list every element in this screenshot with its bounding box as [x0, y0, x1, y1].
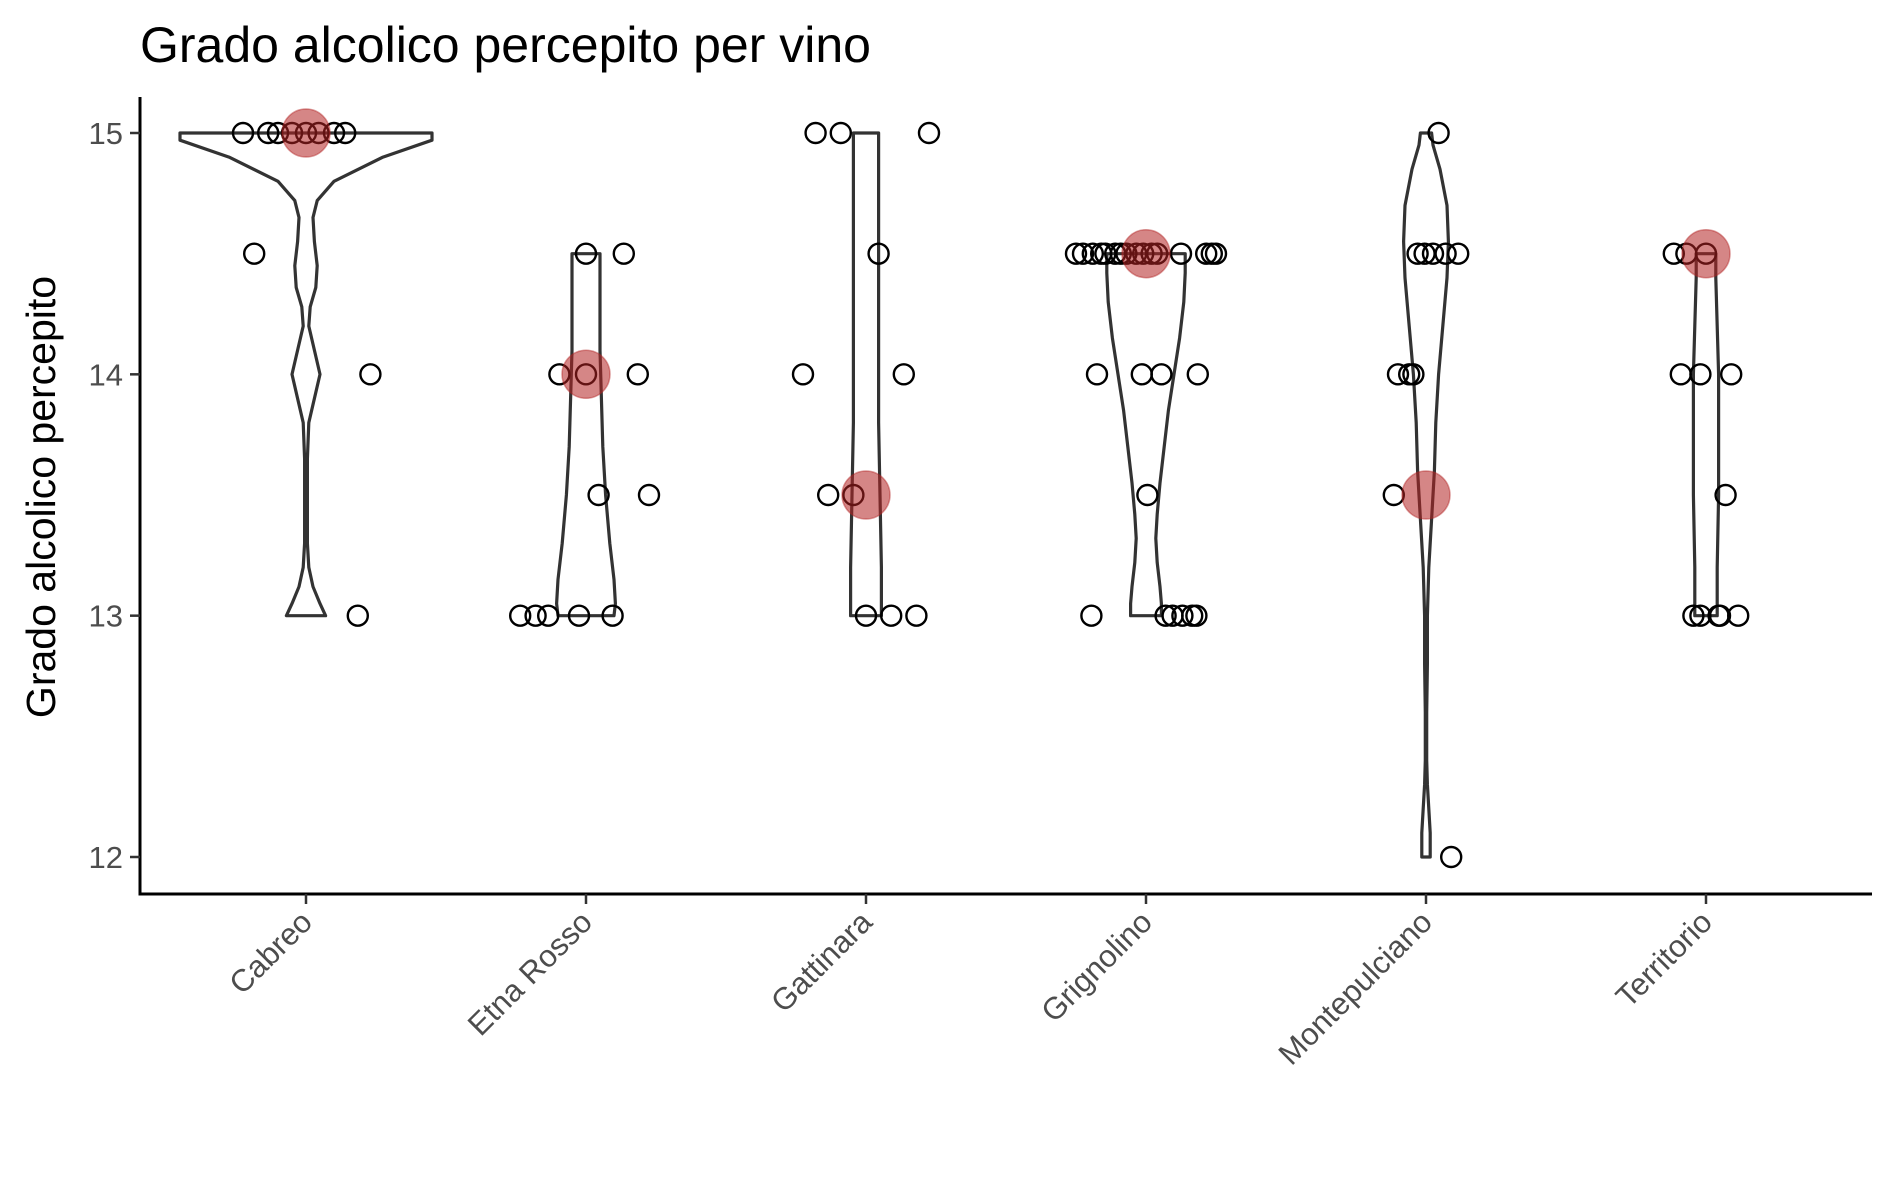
chart-title: Grado alcolico percepito per vino — [140, 17, 871, 73]
x-tick-label: Etna Rosso — [461, 904, 599, 1042]
data-point — [1689, 363, 1712, 386]
data-point — [1386, 363, 1410, 386]
data-point — [1427, 121, 1450, 145]
data-point — [346, 604, 369, 627]
data-point — [1434, 242, 1457, 265]
data-point — [1194, 242, 1218, 265]
data-point — [242, 242, 266, 265]
data-point — [880, 604, 903, 627]
violin-grignolino — [1105, 252, 1187, 618]
data-point — [867, 242, 890, 265]
violin-cabreo — [178, 131, 434, 618]
violin-territorio — [1691, 252, 1721, 618]
data-point — [1085, 363, 1109, 386]
median-point — [1121, 228, 1171, 279]
data-point — [817, 483, 840, 507]
data-point — [905, 604, 928, 627]
median-point — [1401, 470, 1451, 520]
data-point — [1071, 242, 1095, 265]
x-tick-label: Cabreo — [222, 904, 319, 1001]
data-point — [1081, 242, 1105, 265]
axes: 12 13 14 15 Cabreo Etna Rosso Gattinara Grignol… — [89, 97, 1872, 1072]
x-tick-label: Territorio — [1609, 904, 1719, 1014]
y-tick-label: 14 — [89, 357, 123, 392]
data-point — [1669, 363, 1693, 386]
violin-gattinara — [849, 131, 883, 618]
x-tick-label: Grignolino — [1034, 904, 1159, 1029]
data-point — [1171, 604, 1194, 627]
data-point — [791, 363, 815, 386]
data-point — [1719, 363, 1743, 386]
data-point — [1064, 242, 1088, 265]
data-point — [257, 121, 280, 145]
data-point — [1204, 242, 1228, 265]
data-point — [1169, 242, 1193, 265]
violin-etna-rosso — [555, 252, 617, 618]
data-point — [1080, 604, 1103, 627]
data-point — [601, 604, 624, 627]
x-tick-label: Montepulciano — [1272, 904, 1439, 1071]
data-point — [612, 242, 635, 265]
plot-area — [178, 108, 1750, 869]
median-point — [1681, 228, 1731, 279]
y-tick-label: 13 — [89, 599, 123, 634]
data-point — [1446, 242, 1470, 265]
data-point — [1708, 604, 1732, 627]
data-point — [567, 604, 591, 627]
data-point — [1439, 845, 1463, 869]
median-point — [841, 470, 891, 520]
data-point — [587, 483, 610, 507]
data-point — [524, 604, 547, 627]
data-point — [1402, 363, 1425, 386]
data-point — [1130, 363, 1154, 386]
data-point — [917, 121, 941, 145]
data-point — [1682, 604, 1705, 627]
data-point — [1726, 604, 1750, 627]
data-point — [829, 121, 852, 145]
data-point — [892, 363, 915, 386]
data-point — [1186, 363, 1210, 386]
data-point — [1154, 604, 1177, 627]
data-point — [231, 121, 255, 145]
violin-montepulciano — [1402, 131, 1450, 859]
data-point — [537, 604, 560, 627]
y-tick-label: 15 — [89, 116, 123, 151]
median-point — [561, 349, 611, 400]
data-point — [1406, 242, 1429, 265]
x-tick-label: Gattinara — [764, 904, 879, 1019]
data-point — [1714, 483, 1737, 507]
data-point — [637, 483, 661, 507]
data-point — [1382, 483, 1406, 507]
y-tick-label: 12 — [89, 840, 123, 875]
data-point — [1150, 363, 1173, 386]
data-point — [509, 604, 532, 627]
data-point — [334, 121, 357, 145]
data-point — [359, 363, 382, 386]
data-point — [1136, 483, 1159, 507]
data-point — [574, 242, 598, 265]
median-point — [281, 108, 331, 158]
data-point — [804, 121, 827, 145]
y-axis-title: Grado alcolico percepito — [18, 276, 64, 718]
data-point — [854, 604, 878, 627]
data-point — [626, 363, 649, 386]
data-point — [1185, 604, 1208, 627]
data-point — [1421, 242, 1445, 265]
